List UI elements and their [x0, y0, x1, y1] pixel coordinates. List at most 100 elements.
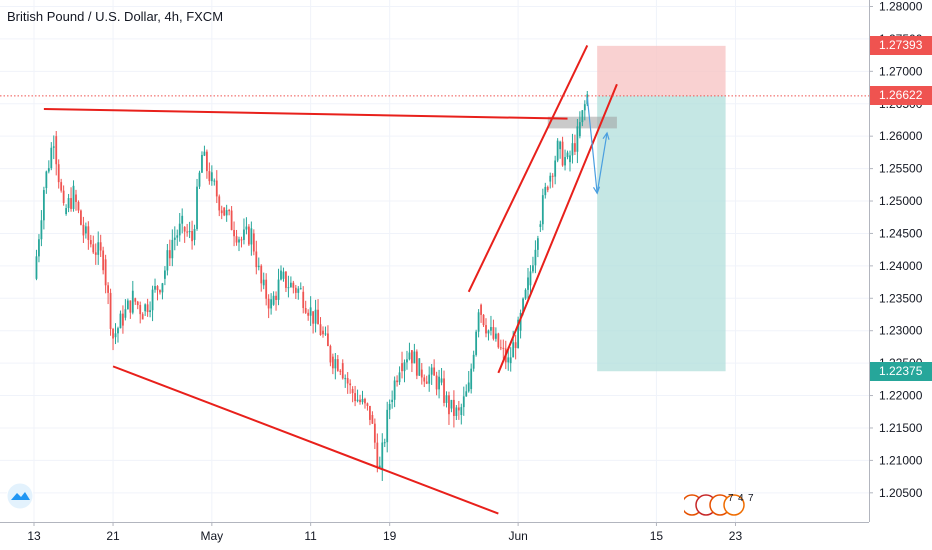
candle-body [265, 279, 268, 299]
candle-body [430, 367, 433, 375]
candle-body [262, 279, 265, 286]
candle-body [52, 146, 55, 148]
candle-body [87, 226, 90, 241]
candle-body [381, 442, 384, 471]
candle-body [438, 376, 440, 390]
price-tick-label: 1.28000 [879, 0, 923, 13]
candle-body [571, 143, 574, 156]
candle-body [230, 210, 233, 230]
candle-body [507, 357, 510, 363]
candle-body [223, 207, 226, 216]
candle-body [65, 208, 68, 214]
candle-body [208, 171, 211, 182]
candle-body [460, 407, 463, 416]
candle-body [297, 288, 300, 293]
candle-body [339, 370, 342, 372]
candle-body [94, 252, 97, 255]
candle-body [319, 324, 322, 336]
candle-body [136, 301, 139, 306]
candle-body [82, 224, 85, 236]
candle-body [114, 333, 117, 338]
candle-body [309, 307, 312, 316]
candle-body [146, 304, 149, 313]
grid [0, 0, 869, 522]
candle-body [529, 271, 532, 286]
candle-body [329, 346, 332, 363]
candle-body [472, 354, 475, 369]
candle-body [307, 312, 310, 316]
candle-body [40, 220, 43, 240]
candle-body [186, 231, 189, 233]
candle-body [411, 350, 413, 364]
candle-body [117, 328, 119, 334]
projection-arrow [596, 132, 608, 194]
time-tick-label: 13 [27, 529, 41, 543]
candle-body [566, 152, 569, 158]
candle-body [250, 228, 253, 245]
candle-body [351, 389, 354, 394]
candle-body [77, 201, 80, 211]
time-tick-label: 21 [106, 529, 120, 543]
price-tick-label: 1.25500 [879, 162, 923, 176]
price-tick-label: 1.24500 [879, 226, 923, 240]
candle-body [546, 186, 549, 191]
candle-body [277, 279, 280, 300]
candle-body [317, 309, 319, 325]
candle-body [440, 378, 443, 383]
candle-body [112, 328, 114, 339]
event-count: 7 [748, 493, 754, 504]
candle-body [336, 359, 339, 371]
candle-body [176, 235, 179, 238]
event-count: 7 [728, 493, 734, 504]
stop-loss-price-label: 1.27393 [870, 36, 932, 56]
candle-body [519, 312, 522, 331]
candle-body [285, 271, 287, 288]
support-trendline [112, 365, 499, 515]
time-tick-label: Jun [508, 529, 527, 543]
candle-body [398, 372, 401, 383]
candle-body [198, 172, 201, 187]
candle-body [396, 380, 398, 383]
candle-body [80, 210, 82, 225]
candle-body [124, 309, 127, 318]
candle-body [420, 369, 423, 378]
price-tick-label: 1.23500 [879, 291, 923, 305]
candle-body [206, 151, 208, 172]
candle-body [564, 157, 566, 166]
candle-body [215, 180, 218, 197]
candle-body [257, 265, 260, 268]
candle-body [366, 403, 369, 406]
candle-body [126, 300, 129, 310]
candle-body [144, 304, 147, 312]
event-count: 4 [738, 493, 744, 504]
candle-body [50, 147, 53, 169]
candle-body [556, 140, 559, 161]
candle-body [154, 286, 156, 290]
candle-body [181, 215, 184, 224]
candle-body [255, 251, 258, 268]
candle-body [527, 277, 529, 290]
price-tick-label: 1.27000 [879, 64, 923, 78]
candle-body [448, 395, 450, 415]
candle-body [272, 295, 275, 305]
candle-body [228, 210, 231, 212]
candle-body [393, 380, 396, 400]
candle-body [403, 362, 406, 372]
time-tick-label: May [201, 529, 224, 543]
candle-body [341, 363, 344, 379]
candle-body [532, 265, 534, 272]
price-axis: 1.280001.275001.270001.265001.260001.255… [869, 0, 923, 500]
candle-body [361, 398, 364, 403]
event-flag-icon[interactable] [723, 494, 745, 516]
candle-body [156, 286, 159, 291]
tradingview-logo-icon[interactable] [5, 482, 35, 510]
candle-body [428, 374, 431, 384]
candle-body [462, 396, 465, 408]
candle-body [324, 333, 327, 335]
candle-body [383, 442, 386, 444]
candle-body [490, 327, 492, 331]
candle-body [102, 250, 105, 271]
candle-body [149, 310, 151, 313]
